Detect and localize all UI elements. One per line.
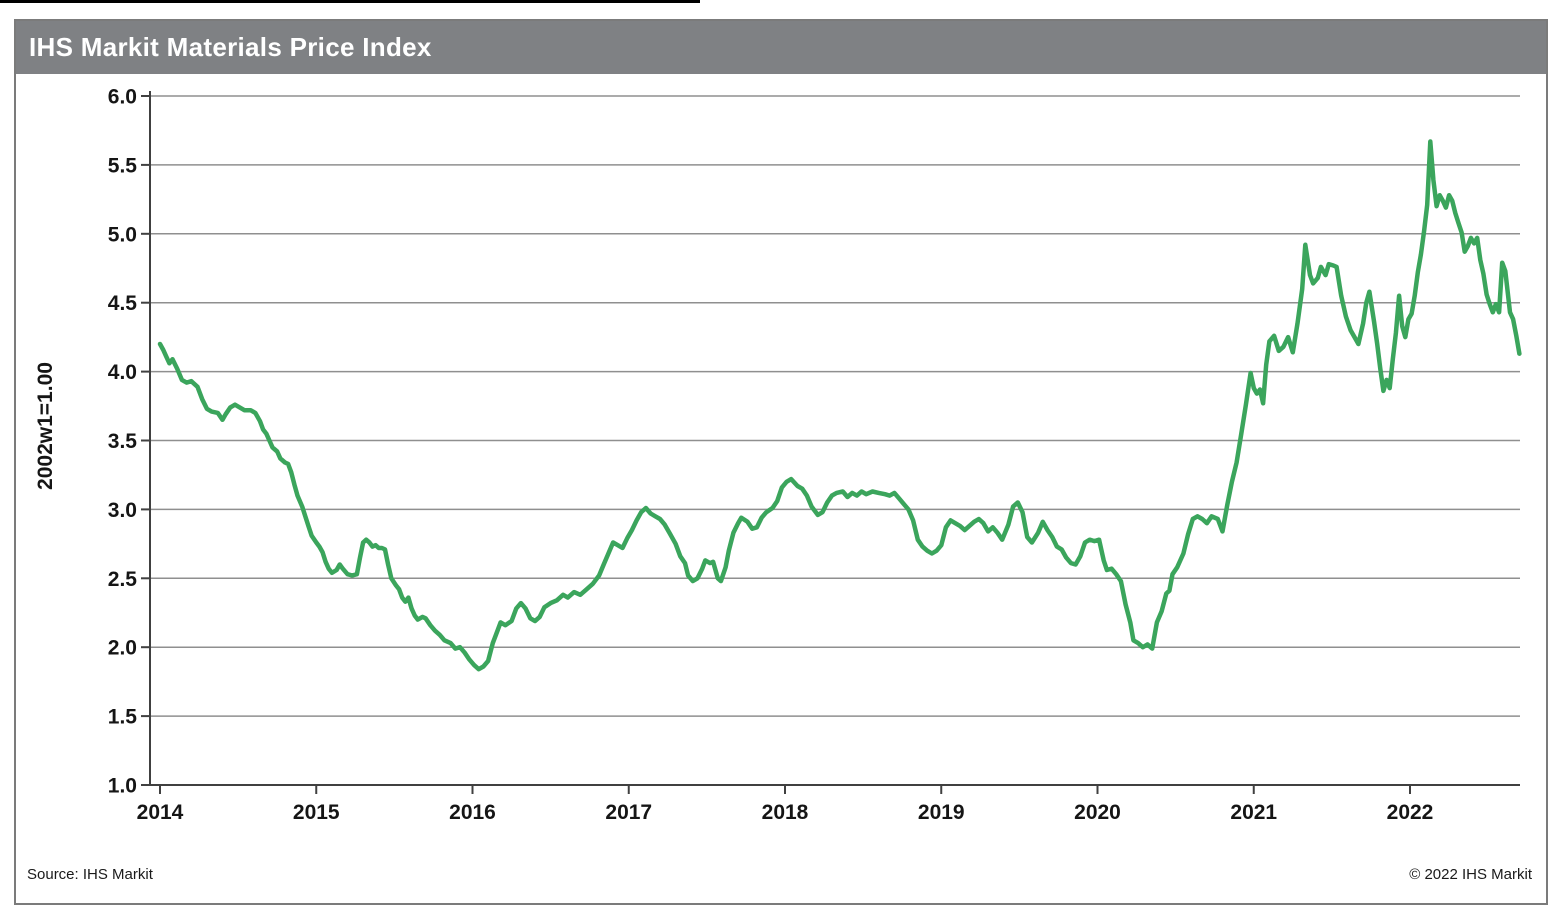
chart-frame: IHS Markit Materials Price Index	[14, 19, 1548, 905]
chart-title-bar: IHS Markit Materials Price Index	[16, 21, 1546, 74]
screen-edge-artifact	[0, 0, 700, 3]
copyright-note: © 2022 IHS Markit	[1409, 866, 1532, 883]
chart-title: IHS Markit Materials Price Index	[29, 32, 432, 62]
source-note: Source: IHS Markit	[27, 866, 153, 883]
y-axis-title: 2002w1=1.00	[34, 362, 57, 490]
